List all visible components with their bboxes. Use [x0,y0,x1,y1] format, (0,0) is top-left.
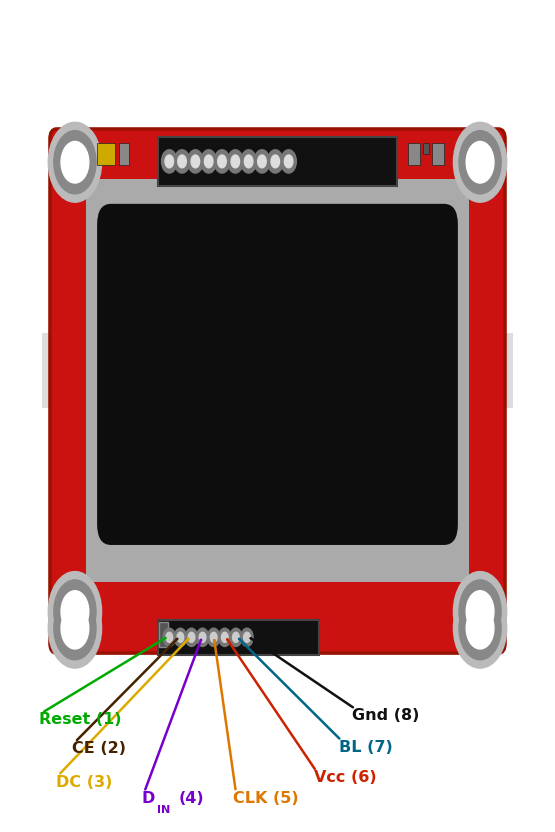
Circle shape [231,155,240,168]
Circle shape [61,607,89,649]
Circle shape [233,632,239,642]
Text: CE (2): CE (2) [72,741,126,756]
Circle shape [178,155,186,168]
Circle shape [174,150,190,173]
Circle shape [453,122,507,202]
Text: BL (7): BL (7) [339,740,392,755]
Circle shape [271,155,280,168]
Circle shape [204,155,213,168]
Circle shape [163,628,175,646]
FancyBboxPatch shape [97,204,458,545]
Circle shape [228,150,243,173]
Circle shape [162,150,177,173]
Circle shape [208,628,220,646]
Circle shape [281,150,296,173]
Circle shape [201,150,216,173]
Circle shape [185,628,198,646]
Circle shape [241,150,256,173]
Text: (4): (4) [178,791,204,806]
Circle shape [61,141,89,183]
Circle shape [244,632,250,642]
Bar [86,179,469,582]
Circle shape [258,155,266,168]
Bar [158,620,319,655]
Bar [423,143,429,154]
Bar [42,333,51,408]
Circle shape [466,141,494,183]
Circle shape [188,632,195,642]
Circle shape [218,155,226,168]
Bar [97,143,115,165]
Bar [408,143,420,165]
Bar [158,137,397,186]
Circle shape [453,588,507,668]
Circle shape [254,150,270,173]
Circle shape [268,150,283,173]
Circle shape [61,591,89,632]
Circle shape [466,607,494,649]
Circle shape [459,580,501,643]
Circle shape [221,632,228,642]
Circle shape [459,597,501,660]
Circle shape [284,155,293,168]
Circle shape [54,580,96,643]
Circle shape [48,588,102,668]
Text: Reset (1): Reset (1) [39,712,122,727]
Circle shape [48,122,102,202]
Text: IN: IN [157,805,170,815]
Bar [432,143,444,165]
Circle shape [174,628,186,646]
Circle shape [210,632,217,642]
Circle shape [188,150,203,173]
Bar [159,622,168,647]
Circle shape [244,155,253,168]
Circle shape [453,572,507,651]
Text: Vcc (6): Vcc (6) [314,770,376,785]
Circle shape [54,131,96,194]
FancyBboxPatch shape [50,129,505,653]
Text: CLK (5): CLK (5) [233,791,299,806]
Circle shape [230,628,242,646]
Text: Gnd (8): Gnd (8) [352,708,420,723]
Text: DC (3): DC (3) [56,775,112,790]
Text: D: D [142,791,155,806]
Circle shape [166,632,173,642]
Circle shape [196,628,209,646]
Circle shape [199,632,206,642]
Circle shape [165,155,174,168]
Bar [119,143,129,165]
Circle shape [466,591,494,632]
Circle shape [177,632,184,642]
Circle shape [459,131,501,194]
Circle shape [54,597,96,660]
Circle shape [48,572,102,651]
Bar [504,333,513,408]
Circle shape [191,155,200,168]
Circle shape [214,150,230,173]
Circle shape [241,628,253,646]
Circle shape [219,628,231,646]
